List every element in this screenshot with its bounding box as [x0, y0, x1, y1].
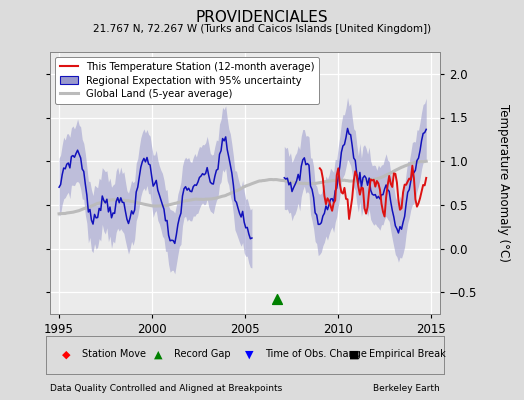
- Text: ▼: ▼: [245, 349, 254, 359]
- Y-axis label: Temperature Anomaly (°C): Temperature Anomaly (°C): [497, 104, 510, 262]
- Text: ◆: ◆: [62, 349, 71, 359]
- Text: ■: ■: [349, 349, 359, 359]
- Text: PROVIDENCIALES: PROVIDENCIALES: [195, 10, 329, 25]
- Text: Berkeley Earth: Berkeley Earth: [374, 384, 440, 393]
- Text: Empirical Break: Empirical Break: [369, 349, 445, 359]
- Text: Data Quality Controlled and Aligned at Breakpoints: Data Quality Controlled and Aligned at B…: [50, 384, 282, 393]
- Text: Record Gap: Record Gap: [173, 349, 230, 359]
- Text: Time of Obs. Change: Time of Obs. Change: [265, 349, 367, 359]
- Text: Station Move: Station Move: [82, 349, 146, 359]
- Point: [272, 296, 281, 302]
- Text: 21.767 N, 72.267 W (Turks and Caicos Islands [United Kingdom]): 21.767 N, 72.267 W (Turks and Caicos Isl…: [93, 24, 431, 34]
- Legend: This Temperature Station (12-month average), Regional Expectation with 95% uncer: This Temperature Station (12-month avera…: [55, 57, 319, 104]
- Text: ▲: ▲: [154, 349, 162, 359]
